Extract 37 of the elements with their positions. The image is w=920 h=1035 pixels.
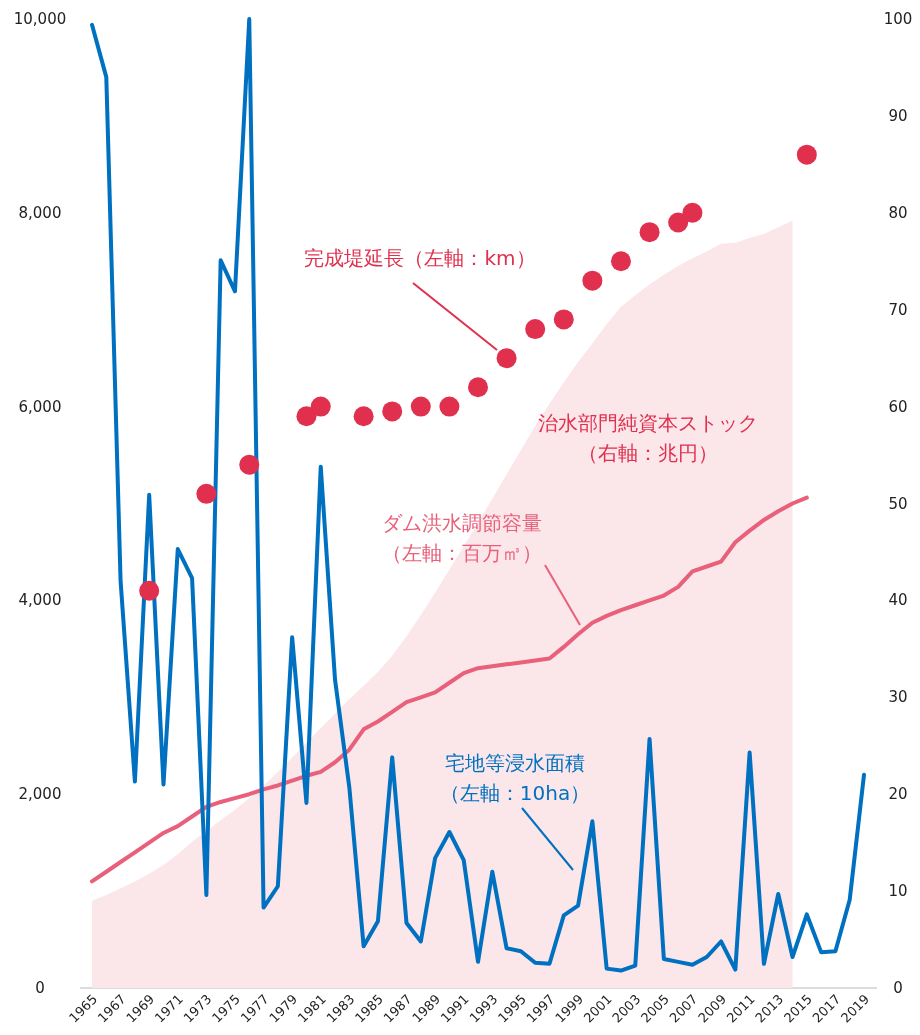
point	[682, 202, 703, 223]
y2-tick-label: 50	[888, 494, 908, 513]
point	[296, 406, 317, 427]
y2-tick-label: 40	[888, 591, 908, 610]
y2-tick-label: 10	[888, 882, 908, 901]
y2-tick-label: 90	[888, 106, 908, 125]
point	[382, 401, 403, 422]
point	[582, 270, 603, 291]
point	[639, 222, 660, 243]
point	[796, 144, 817, 165]
series-label: 宅地等浸水面積（左軸：10ha）	[439, 751, 591, 805]
y-tick-label: 6,000	[18, 397, 62, 416]
point	[610, 251, 631, 272]
y2-tick-label: 80	[888, 203, 908, 222]
point	[525, 319, 546, 340]
y-tick-label: 4,000	[18, 591, 62, 610]
y2-tick-label: 70	[888, 300, 908, 319]
y2-tick-label: 20	[888, 785, 908, 804]
point	[196, 483, 217, 504]
y2-tick-label: 0	[893, 979, 903, 997]
y-tick-label: 10,000	[13, 10, 67, 28]
point	[496, 348, 517, 369]
point	[410, 396, 431, 417]
y2-tick-label: 60	[888, 397, 908, 416]
y-tick-label: 0	[35, 979, 45, 997]
y-tick-label: 2,000	[18, 785, 62, 804]
point	[439, 396, 460, 417]
point	[353, 406, 374, 427]
point	[468, 377, 488, 398]
y-tick-label: 8,000	[18, 203, 62, 222]
point	[239, 454, 260, 475]
point	[553, 309, 574, 330]
y2-tick-label: 30	[888, 688, 908, 707]
y2-tick-label: 100	[883, 10, 913, 28]
point	[668, 212, 689, 233]
point	[310, 396, 331, 417]
point	[139, 580, 160, 601]
